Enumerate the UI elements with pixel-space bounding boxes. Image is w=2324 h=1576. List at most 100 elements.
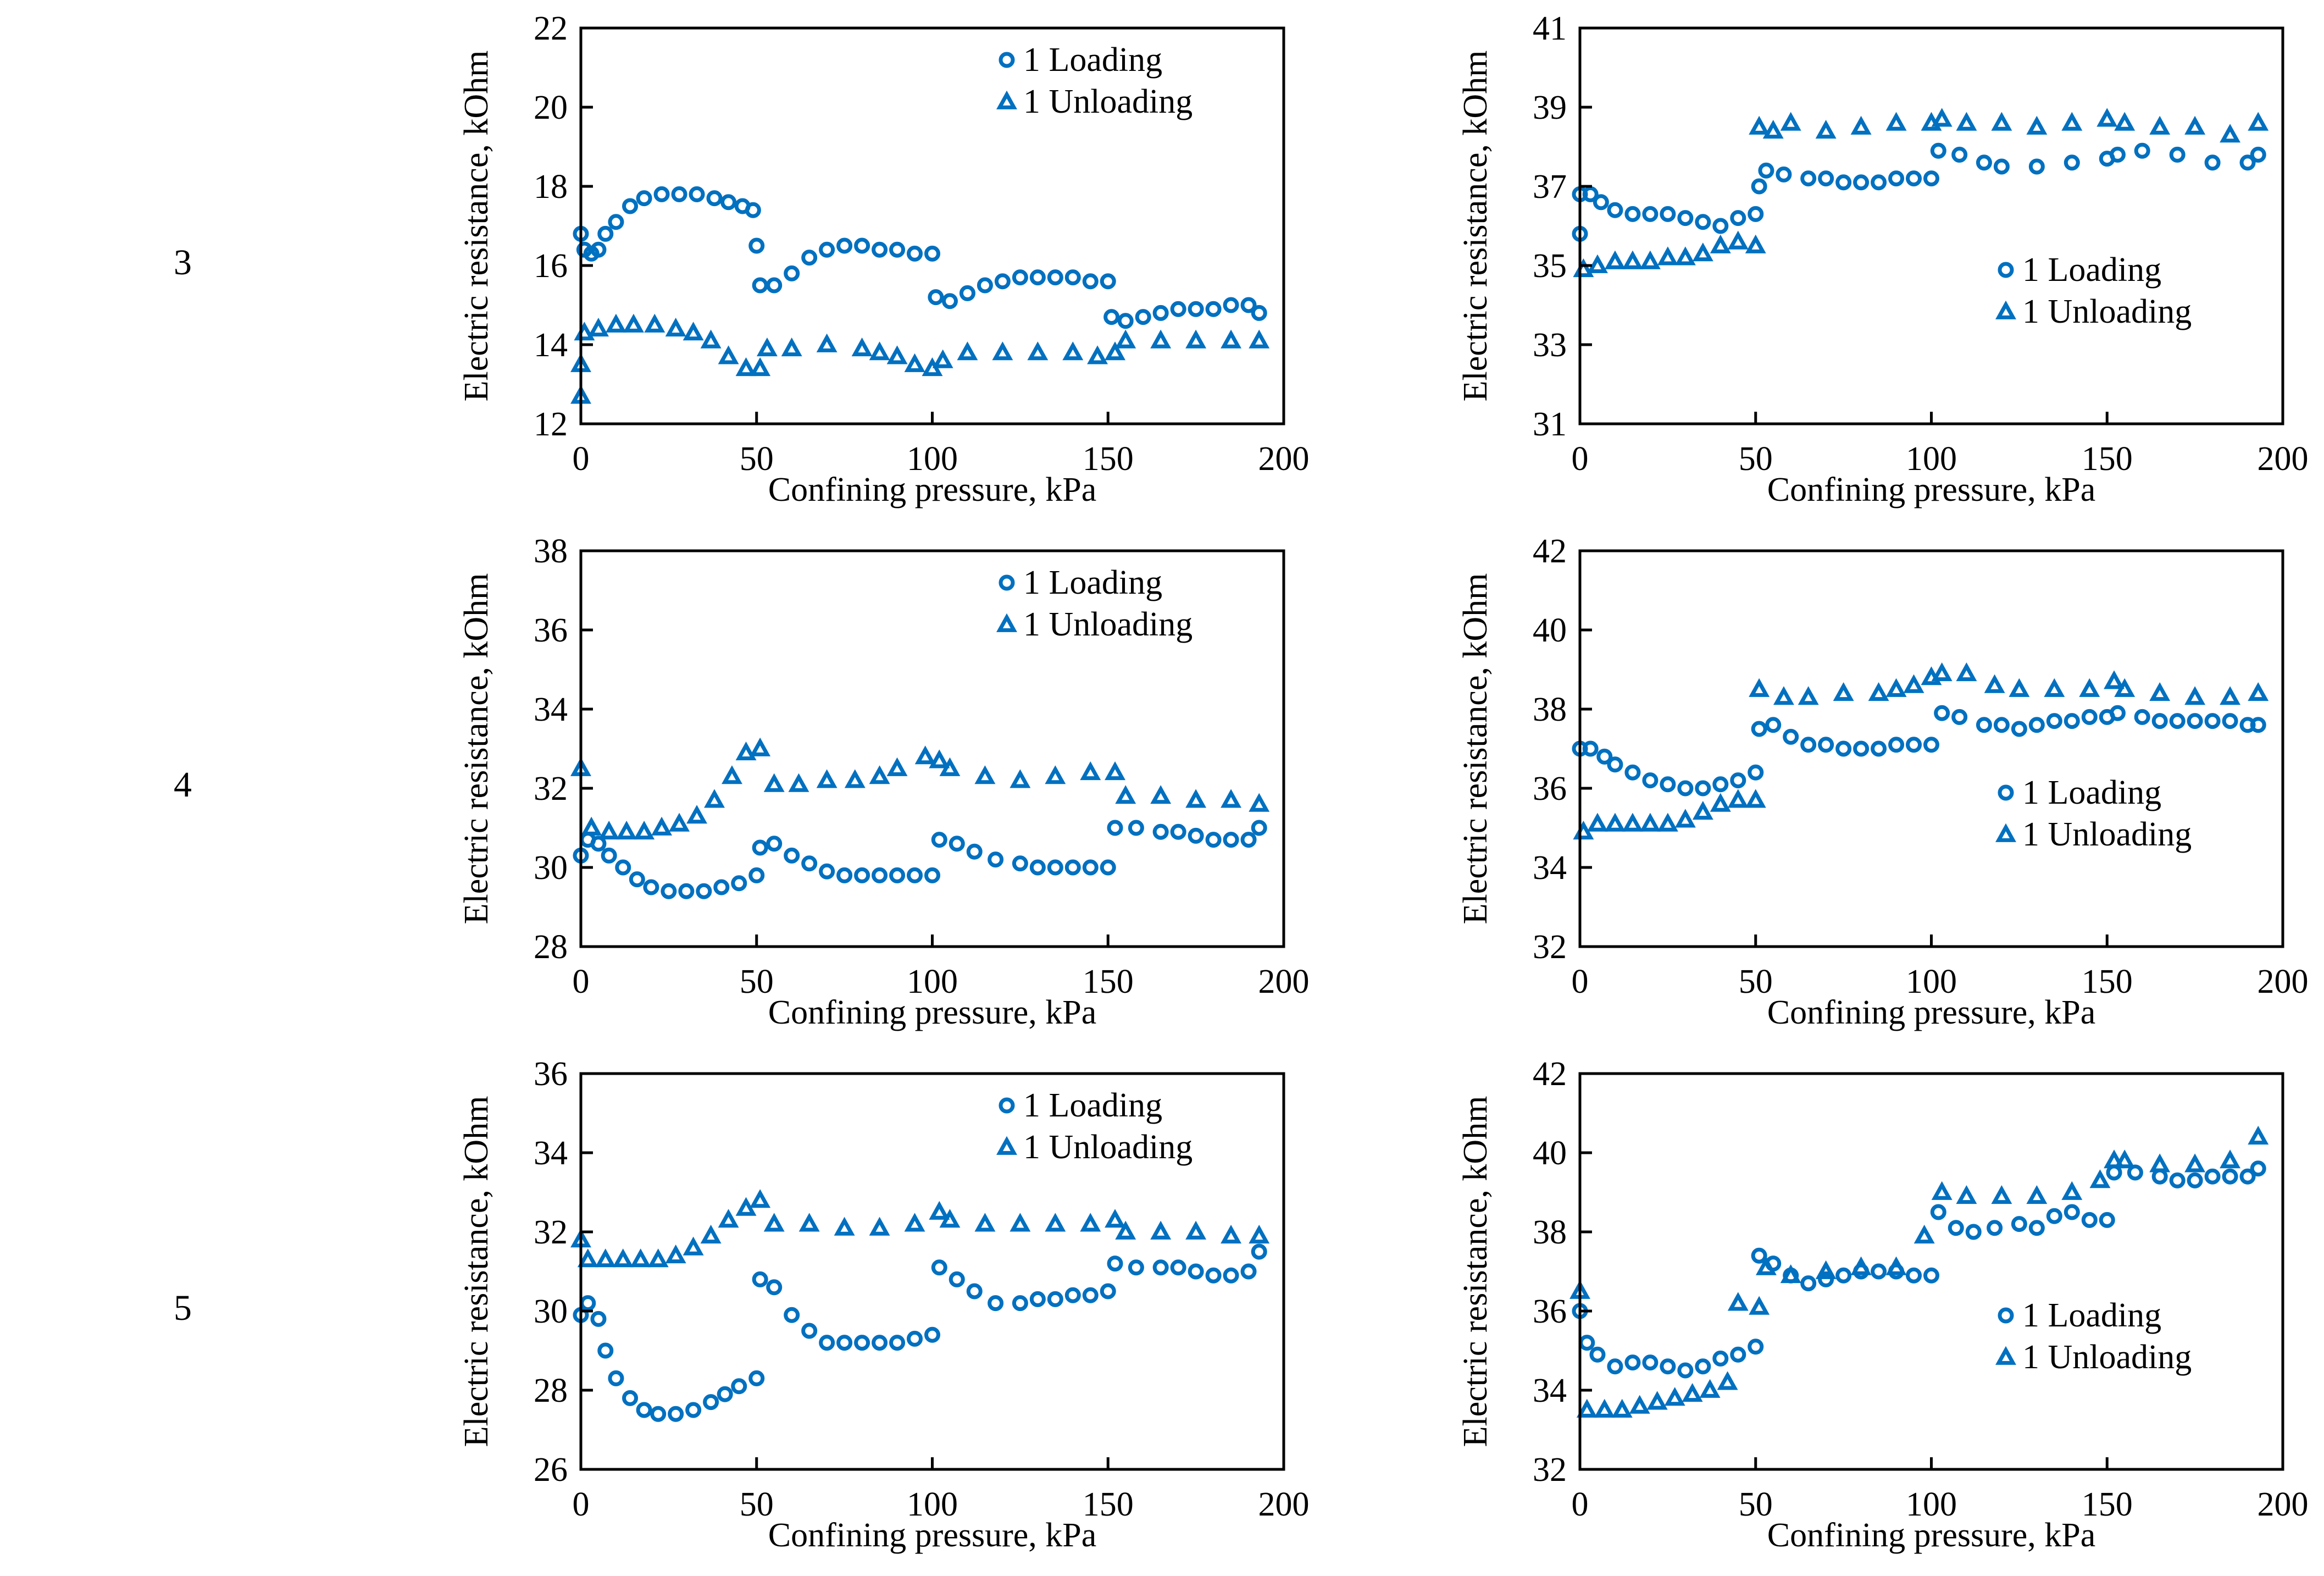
x-tick-label: 100 [1906, 1486, 1957, 1523]
data-point [1128, 820, 1144, 836]
data-point [2026, 115, 2048, 135]
data-point [1835, 740, 1852, 757]
data-point [678, 883, 695, 899]
data-point [1240, 1263, 1257, 1280]
data-point [1012, 1295, 1028, 1312]
data-point [1934, 705, 1950, 721]
data-point [1730, 1346, 1746, 1363]
x-tick-label: 100 [1906, 440, 1957, 478]
data-point [1010, 1213, 1031, 1232]
data-point [595, 1248, 616, 1268]
data-point [1780, 1264, 1801, 1284]
data-point [886, 345, 908, 364]
data-point [669, 812, 690, 832]
data-point [1921, 666, 1942, 685]
data-point [1906, 1267, 1922, 1284]
data-point [1835, 174, 1852, 191]
data-point [1185, 789, 1207, 808]
y-tick-label: 22 [534, 10, 568, 47]
data-point [784, 1307, 800, 1323]
legend-marker-circle-icon [999, 574, 1015, 591]
data-point [1027, 341, 1049, 361]
data-point [731, 875, 747, 892]
data-point [1993, 717, 2010, 733]
data-point [763, 773, 785, 792]
data-point [1976, 717, 1992, 733]
series-loading [573, 186, 1267, 329]
data-point [801, 855, 818, 872]
y-tick-label: 28 [534, 928, 568, 966]
data-point [2064, 154, 2080, 171]
data-point [1594, 1398, 1615, 1418]
data-point [1727, 789, 1749, 808]
data-point [581, 816, 602, 836]
data-point [781, 337, 802, 357]
data-point [1749, 678, 1770, 697]
data-point [1991, 1185, 2012, 1204]
x-tick-label: 100 [907, 1486, 958, 1523]
data-point [1833, 682, 1854, 701]
data-point [2114, 1149, 2136, 1169]
data-point [722, 765, 742, 784]
data-point [1629, 1395, 1650, 1414]
data-point [1170, 1259, 1186, 1276]
data-point [1699, 1379, 1721, 1398]
data-point [1221, 1224, 1242, 1244]
data-point [932, 349, 953, 368]
data-point [1249, 793, 1270, 812]
data-point [1888, 170, 1905, 187]
data-point [650, 1406, 667, 1422]
chart-3: 28 30 32 34 36 38 0 50 100 150 200 Confining pressu… [458, 533, 1310, 1031]
data-point [977, 277, 993, 294]
data-point [590, 836, 607, 852]
data-point [1249, 1224, 1270, 1244]
data-point [2011, 1216, 2027, 1232]
data-point [2081, 1212, 2098, 1228]
data-point [1885, 112, 1907, 131]
y-tick-label: 33 [1533, 327, 1567, 364]
chart-4: 32 34 36 38 40 42 0 50 100 150 200 Confining pressu… [1457, 533, 2309, 1031]
data-point [1080, 1213, 1101, 1232]
data-point [931, 832, 947, 848]
y-tick-label: 40 [1533, 1135, 1567, 1172]
data-point [1710, 234, 1731, 253]
data-point [644, 313, 665, 333]
data-point [1677, 1362, 1694, 1379]
data-point [1800, 737, 1817, 753]
data-point [718, 1209, 739, 1228]
data-point [2081, 709, 2098, 725]
data-point [2104, 1149, 2125, 1169]
data-point [2109, 705, 2126, 721]
y-tick-label: 32 [1533, 1451, 1567, 1489]
data-point [1080, 761, 1101, 781]
data-point [1965, 1224, 1982, 1240]
data-point [1188, 827, 1204, 844]
data-point [904, 1213, 925, 1232]
data-point [601, 847, 617, 864]
data-point [683, 1236, 704, 1256]
y-tick-label: 16 [534, 247, 568, 285]
data-point [1082, 859, 1099, 876]
data-point [2028, 1220, 2045, 1236]
data-point [1730, 210, 1746, 226]
data-point [788, 773, 809, 792]
data-point [735, 357, 757, 377]
data-point [665, 317, 686, 337]
x-tick-label: 0 [1572, 440, 1589, 478]
data-point [1906, 737, 1922, 753]
legend-label: 1 Unloading [1023, 606, 1192, 643]
data-point [748, 867, 765, 883]
data-point [2151, 713, 2168, 729]
data-point [647, 1248, 669, 1268]
data-point [588, 317, 609, 337]
legend-label: 1 Loading [1023, 1087, 1162, 1124]
data-point [1993, 158, 2010, 175]
data-point [1660, 776, 1676, 793]
data-point [1029, 859, 1046, 876]
data-point [1906, 170, 1922, 187]
x-tick-label: 150 [2082, 1486, 2133, 1523]
data-point [1152, 823, 1169, 840]
data-point [696, 883, 712, 899]
x-tick-label: 150 [2082, 440, 2133, 478]
data-point [1987, 1220, 2003, 1236]
